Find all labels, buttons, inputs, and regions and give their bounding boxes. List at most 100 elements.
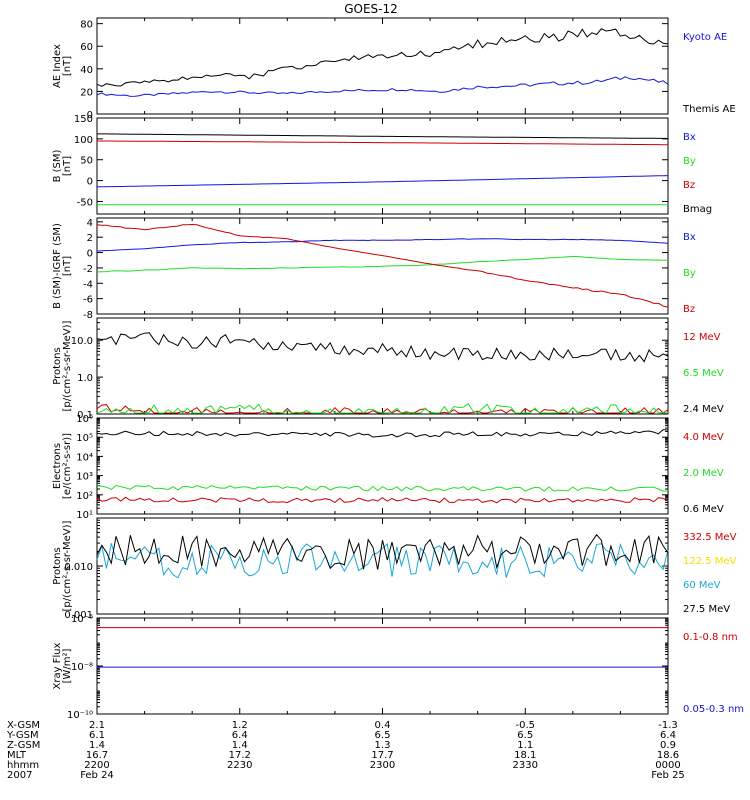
y-tick-label: 80 <box>80 20 93 31</box>
panel-frame <box>96 117 669 215</box>
time-tick-value: 18.1 <box>514 750 536 761</box>
y-axis-label: [W/m²] <box>62 648 73 683</box>
y-tick-label: -2 <box>83 264 93 275</box>
series-line-bx <box>96 175 669 188</box>
legend-by: By <box>683 156 696 167</box>
y-tick-label: 10⁶ <box>76 414 93 425</box>
y-tick-label: 10³ <box>76 472 93 483</box>
y-tick-label: -8 <box>83 310 93 321</box>
panel-electrons: 10¹ 10² 10³ 10⁴ 10⁵ 10⁶ Electrons [e/(cm²-s-sr)… <box>52 414 724 521</box>
legend-12-mev: 12 MeV <box>683 332 721 343</box>
plot-title: GOES-12 <box>344 2 398 16</box>
y-axis-label: [nT] <box>62 156 73 176</box>
panel-frame <box>96 317 669 415</box>
series-line-4-0-mev <box>96 496 669 504</box>
time-tick-value: 0.9 <box>660 740 676 751</box>
legend-bx: Bx <box>683 232 696 243</box>
panel-xray: 10⁻¹⁰ 10⁻⁸ 10⁻⁶ Xray Flux [W/m²] 0.1-0.8 nm 0.… <box>52 614 744 721</box>
series-line-60-mev <box>96 542 669 579</box>
time-row-label: Z-GSM <box>7 740 40 751</box>
series-line-by <box>96 255 668 273</box>
series-line-themis-ae <box>96 28 669 87</box>
time-tick-value: -0.5 <box>515 720 535 731</box>
legend-27-5-mev: 27.5 MeV <box>683 604 730 615</box>
y-tick-label: 20 <box>80 87 93 98</box>
time-tick-value: 17.7 <box>371 750 393 761</box>
y-tick-label: -6 <box>83 295 93 306</box>
y-tick-label: 40 <box>80 65 93 76</box>
time-row-label: MLT <box>7 750 27 761</box>
y-tick-label: 0 <box>87 177 93 188</box>
legend-kyoto-ae: Kyoto AE <box>683 32 727 43</box>
panel-protons_low: 0.1 1.0 10.0 Protons [p/(cm²-s-sr-MeV)] 12 Me… <box>52 317 724 421</box>
y-axis-label: [p/(cm²-s-sr-MeV)] <box>62 520 73 611</box>
series-line-6-5-mev <box>96 402 668 414</box>
y-tick-label: 0.1 <box>77 410 93 421</box>
y-axis-label: Protons <box>52 347 63 384</box>
series-line-bx <box>96 238 669 252</box>
time-tick-value: 1.2 <box>232 720 248 731</box>
y-tick-label: 60 <box>80 42 93 53</box>
y-axis-label: AE Index <box>52 44 63 88</box>
panel-bsm: -50 0 50 100 150 B (SM) [nT] Bx By Bz Bmag <box>52 114 712 215</box>
panel-frame <box>96 617 669 715</box>
y-tick-label: 10⁴ <box>76 452 93 463</box>
y-tick-label: 0 <box>87 110 93 121</box>
series-line-2-0-mev <box>96 484 669 492</box>
time-tick-value: 2230 <box>227 760 252 771</box>
time-tick-value: 18.6 <box>657 750 679 761</box>
y-axis-label: B (SM)-IGRF (SM) <box>52 223 63 309</box>
legend-122-5-mev: 122.5 MeV <box>683 556 737 567</box>
legend-2-0-mev: 2.0 MeV <box>683 468 724 479</box>
y-axis-label: [p/(cm²-s-sr-MeV)] <box>62 320 73 411</box>
legend-4-0-mev: 4.0 MeV <box>683 432 724 443</box>
y-tick-label: 0 <box>87 249 93 260</box>
y-tick-label: 10⁵ <box>76 433 93 444</box>
legend-0-05-0-3-nm: 0.05-0.3 nm <box>683 704 744 715</box>
panel-bigrf: -8 -6 -4 -2 0 2 4 B (SM)-IGRF (SM) [nT] Bx By Bz <box>52 217 696 321</box>
time-tick-value: 1.3 <box>375 740 391 751</box>
series-line-bz <box>96 223 669 308</box>
time-tick-value: -1.3 <box>658 720 678 731</box>
series-line-kyoto-ae <box>96 76 669 97</box>
time-tick-value: 16.7 <box>86 750 108 761</box>
legend-2-4-mev: 2.4 MeV <box>683 404 724 415</box>
time-tick-value: 6.1 <box>89 730 105 741</box>
series-line-27-5-mev <box>96 533 669 570</box>
time-tick-value: 2200 <box>84 760 109 771</box>
time-tick-value: 2300 <box>370 760 395 771</box>
time-tick-value: 0.4 <box>375 720 391 731</box>
time-row-label: 2007 <box>7 770 32 781</box>
time-row-label: hhmm <box>7 760 39 771</box>
time-tick-value: 1.1 <box>517 740 533 751</box>
time-tick-value: Feb 24 <box>80 770 114 781</box>
y-axis-label: Electrons <box>52 443 63 489</box>
series-line-bmag <box>97 133 669 139</box>
legend-332-5-mev: 332.5 MeV <box>683 532 737 543</box>
time-axis-labels: X-GSMY-GSMZ-GSMMLThhmm20072.16.11.416.72… <box>6 720 685 781</box>
panel-frame <box>96 517 669 615</box>
y-tick-label: 10.0 <box>71 336 93 347</box>
y-axis-label: Protons <box>52 547 63 584</box>
legend-6-5-mev: 6.5 MeV <box>683 368 724 379</box>
legend-0-1-0-8-nm: 0.1-0.8 nm <box>683 632 738 643</box>
y-tick-label: 0.001 <box>64 610 93 621</box>
legend-bz: Bz <box>683 304 695 315</box>
y-tick-label: -4 <box>83 279 93 290</box>
y-tick-label: 10⁻⁶ <box>71 614 93 625</box>
y-axis-label: B (SM) <box>52 149 63 182</box>
time-tick-value: 6.4 <box>232 730 248 741</box>
time-tick-value: Feb 25 <box>651 770 685 781</box>
time-tick-value: 0000 <box>655 760 680 771</box>
time-row-label: X-GSM <box>7 720 40 731</box>
y-tick-label: 100 <box>74 135 93 146</box>
y-axis-label: [nT] <box>62 56 73 76</box>
series-line-0-6-mev <box>96 429 669 438</box>
time-tick-value: 1.4 <box>232 740 248 751</box>
y-axis-label: Xray Flux <box>52 642 63 689</box>
y-tick-label: 10² <box>76 491 93 502</box>
time-row-label: Y-GSM <box>6 730 39 741</box>
